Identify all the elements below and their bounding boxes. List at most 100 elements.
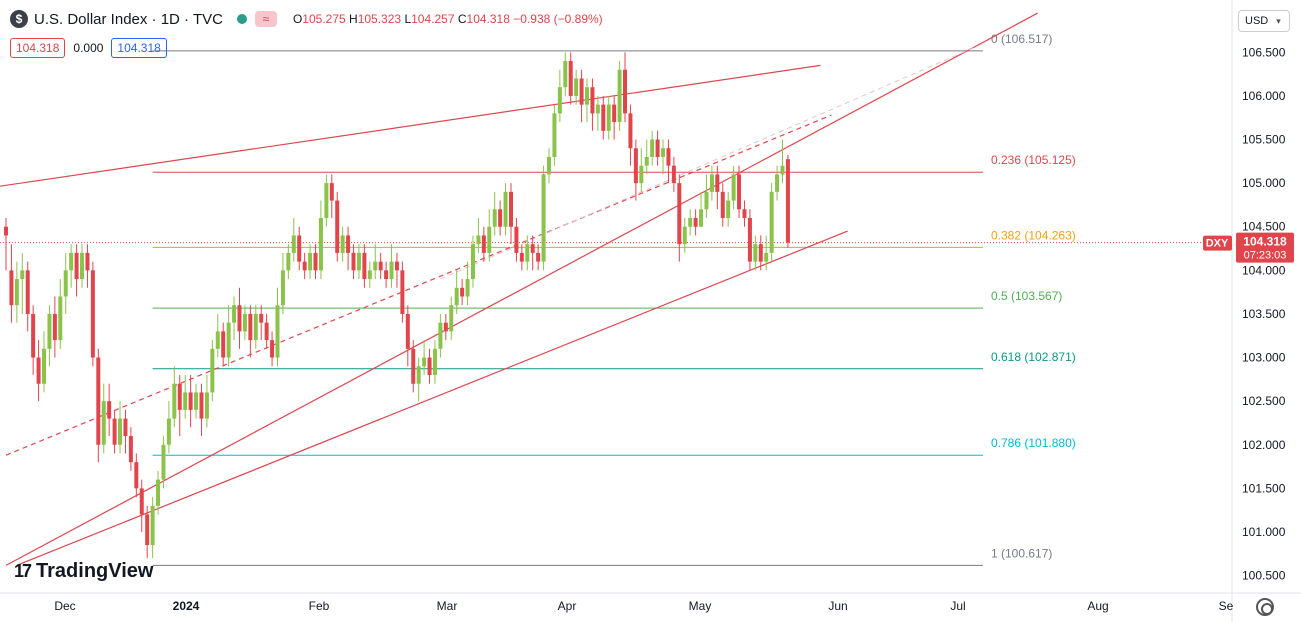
candle-body: [769, 191, 774, 253]
candle-body: [536, 252, 541, 262]
settings-gear-icon[interactable]: [1256, 598, 1274, 616]
candle-body: [166, 418, 171, 445]
candle-body: [541, 174, 546, 262]
candle-body: [52, 313, 57, 341]
candle-body: [194, 392, 199, 410]
candle-body: [470, 244, 475, 280]
y-tick-label: 103.000: [1242, 351, 1286, 365]
tradingview-logo[interactable]: 17 TradingView: [14, 560, 153, 583]
ohlc-high: 105.323: [357, 12, 402, 26]
y-tick-label: 105.000: [1242, 176, 1286, 190]
candle-body: [248, 313, 253, 341]
candle-body: [367, 270, 372, 280]
candle-body: [47, 313, 52, 349]
candle-body: [20, 270, 25, 280]
candle-body: [519, 252, 524, 262]
tradingview-logo-text: TradingView: [36, 560, 154, 582]
candle-body: [177, 383, 182, 410]
candle-body: [617, 69, 622, 123]
fib-level-label: 0 (106.517): [991, 32, 1052, 46]
y-tick-label: 102.000: [1242, 438, 1286, 452]
candle-body: [199, 392, 204, 419]
x-tick-label: Apr: [558, 599, 577, 613]
fib-level-label: 0.5 (103.567): [991, 289, 1062, 303]
candle-body: [508, 191, 513, 227]
candle-body: [709, 174, 714, 192]
candle-body: [232, 305, 237, 323]
ohlc-close: 104.318: [466, 12, 510, 26]
candle-body: [128, 436, 133, 463]
candle-body: [747, 218, 752, 262]
currency-button[interactable]: USD ▾: [1238, 10, 1290, 32]
candle-body: [557, 87, 562, 114]
candle-body: [737, 174, 742, 210]
candle-body: [36, 357, 41, 384]
candle-body: [780, 165, 785, 175]
candle-body: [335, 200, 340, 253]
candle-body: [270, 340, 275, 358]
candle-body: [633, 148, 638, 184]
candle-body: [432, 348, 437, 375]
candle-body: [422, 357, 427, 367]
chart-title[interactable]: U.S. Dollar Index · 1D · TVC: [34, 10, 223, 28]
candle-body: [280, 270, 285, 306]
symbol-legend: $ U.S. Dollar Index · 1D · TVC ≈ O105.27…: [10, 10, 603, 28]
ohlc-open: 105.275: [302, 12, 346, 26]
candle-body: [107, 401, 112, 419]
candle-body: [318, 218, 323, 271]
candle-body: [85, 252, 90, 271]
candle-body: [677, 183, 682, 245]
candle-body: [720, 191, 725, 219]
candle-body: [416, 366, 421, 384]
candle-body: [460, 287, 465, 297]
spread-value: 0.000: [73, 41, 104, 55]
candle-body: [699, 209, 704, 227]
candle-body: [655, 139, 660, 157]
wave-icon[interactable]: ≈: [254, 11, 277, 27]
candle-body: [145, 514, 150, 546]
candle-body: [378, 261, 383, 271]
tradingview-logo-icon: 17: [14, 561, 32, 581]
candle-body: [405, 313, 410, 349]
candle-body: [96, 357, 101, 445]
candle-body: [242, 313, 247, 332]
dollar-symbol-icon: $: [10, 10, 28, 28]
ohlc-low: 104.257: [411, 12, 455, 26]
candle-body: [465, 279, 470, 297]
candle-body: [443, 322, 448, 332]
candle-body: [172, 383, 177, 419]
candle-body: [286, 252, 291, 271]
fib-level-label: 0.236 (105.125): [991, 153, 1076, 167]
candle-body: [188, 392, 193, 410]
y-tick-label: 101.500: [1242, 481, 1286, 495]
fib-level-label: 0.382 (104.263): [991, 228, 1076, 242]
candle-body: [237, 305, 242, 332]
candle-body: [253, 313, 258, 341]
ticker-badge: [1203, 235, 1232, 251]
candle-body: [101, 401, 106, 445]
candle-body: [215, 331, 220, 349]
y-tick-label: 106.500: [1242, 45, 1286, 59]
candle-body: [394, 261, 399, 271]
candle-body: [183, 392, 188, 410]
candle-body: [449, 305, 454, 332]
channel-mid-line: [5, 114, 832, 456]
candle-body: [297, 235, 302, 262]
candle-body: [704, 191, 709, 210]
y-tick-label: 102.500: [1242, 394, 1286, 408]
candle-body: [595, 104, 600, 114]
candle-body: [123, 418, 128, 437]
sell-button[interactable]: 104.318: [10, 38, 66, 58]
candle-body: [308, 252, 313, 271]
candle-body: [362, 252, 367, 280]
trade-row: 104.318 0.000 104.318: [10, 38, 167, 58]
candle-body: [623, 69, 628, 114]
x-tick-label: Jun: [828, 599, 847, 613]
candle-body: [58, 296, 63, 341]
candle-body: [785, 159, 790, 243]
y-tick-label: 100.500: [1242, 569, 1286, 583]
buy-button[interactable]: 104.318: [111, 38, 167, 58]
y-tick-label: 104.500: [1242, 220, 1286, 234]
